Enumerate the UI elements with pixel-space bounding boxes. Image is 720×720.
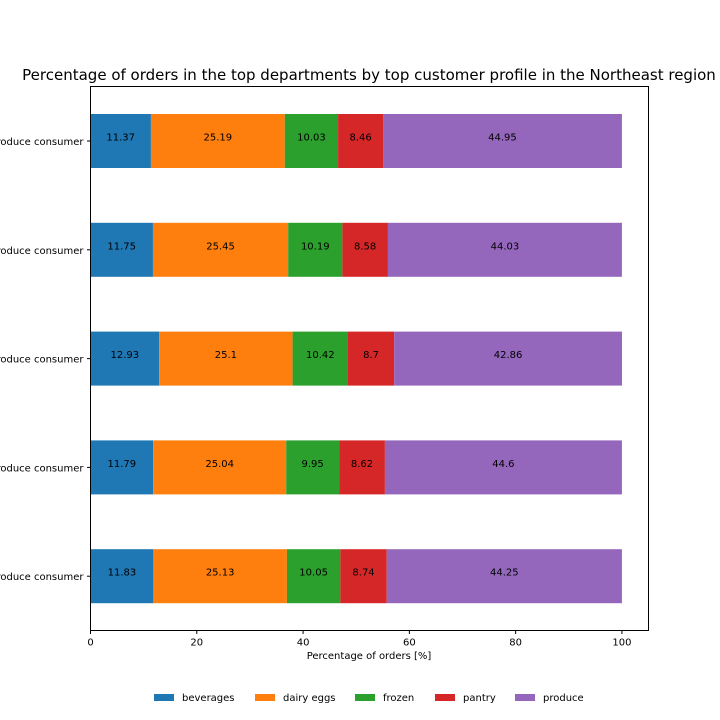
data-label-produce-4: 44.25 [490,568,519,579]
x-tick-label: 80 [509,638,522,649]
bar-segment-frozen-4 [286,549,341,604]
x-tick-label: 60 [403,638,416,649]
legend-swatch-produce [515,694,535,701]
y-axis: produce consumer produce consumer produce … [0,137,91,583]
bar-segment-dairy-eggs-4 [153,549,287,604]
y-tick-label: produce consumer [0,572,84,583]
legend: beverages dairy eggs frozen pantry produce [154,693,584,704]
data-label-beverages-2: 12.93 [111,350,140,361]
legend-label-beverages: beverages [182,693,235,704]
data-label-beverages-1: 11.75 [107,241,136,252]
bar-segment-produce-3 [384,440,622,495]
bar-segment-beverages-3 [90,440,154,495]
bar-segment-frozen-1 [288,222,343,277]
legend-label-dairy-eggs: dairy eggs [283,693,336,704]
bar-segment-beverages-2 [90,331,160,386]
y-tick-label: produce consumer [0,137,84,148]
y-tick-label: produce consumer [0,246,84,257]
bar-segment-produce-2 [394,331,622,386]
data-label-beverages-0: 11.37 [106,133,135,144]
x-tick-label: 0 [87,638,93,649]
bar-segment-pantry-3 [339,440,385,495]
data-label-frozen-2: 10.42 [306,350,335,361]
data-label-produce-0: 44.95 [488,133,517,144]
data-label-produce-2: 42.86 [494,350,523,361]
bar-segment-beverages-4 [90,549,154,604]
bar-segment-frozen-0 [284,114,339,168]
bar-segment-produce-0 [383,114,622,168]
legend-label-pantry: pantry [463,693,496,704]
bar-segment-pantry-0 [338,114,384,168]
bar-segment-produce-1 [387,222,622,277]
y-tick-label: produce consumer [0,355,84,366]
data-label-beverages-4: 11.83 [108,568,137,579]
bar-segment-pantry-4 [340,549,387,604]
bar-segment-produce-4 [386,549,622,604]
chart-title: Percentage of orders in the top departme… [22,66,716,84]
data-label-produce-3: 44.6 [492,459,514,470]
bar-segment-dairy-eggs-3 [153,440,287,495]
data-label-pantry-4: 8.74 [352,568,374,579]
bar-segment-dairy-eggs-0 [150,114,285,168]
data-label-dairy-eggs-0: 25.19 [204,133,233,144]
legend-label-frozen: frozen [383,693,414,704]
x-axis: 0 20 40 60 80 100 [87,630,631,649]
x-tick-label: 100 [612,638,631,649]
data-label-pantry-1: 8.58 [354,241,376,252]
legend-label-produce: produce [543,693,584,704]
bar-segment-beverages-1 [90,222,153,277]
data-label-pantry-3: 8.62 [351,459,373,470]
data-label-pantry-2: 8.7 [363,350,379,361]
data-label-dairy-eggs-1: 25.45 [206,241,235,252]
bar-segment-dairy-eggs-2 [159,331,293,386]
data-label-dairy-eggs-3: 25.04 [205,459,234,470]
x-tick-label: 20 [190,638,203,649]
data-label-frozen-1: 10.19 [301,241,330,252]
segment-labels-group: 11.37 25.19 10.03 8.46 44.95 11.75 25.45 10.19 8… [106,133,522,579]
bars-group [90,114,622,604]
data-label-pantry-0: 8.46 [349,133,371,144]
legend-swatch-pantry [435,694,455,701]
data-label-produce-1: 44.03 [491,241,520,252]
legend-swatch-frozen [355,694,375,701]
data-label-frozen-4: 10.05 [299,568,328,579]
data-label-frozen-3: 9.95 [302,459,324,470]
data-label-beverages-3: 11.79 [108,459,137,470]
legend-swatch-beverages [154,694,174,701]
y-tick-label: produce consumer [0,463,84,474]
data-label-frozen-0: 10.03 [297,133,326,144]
bar-segment-pantry-2 [347,331,395,386]
data-label-dairy-eggs-4: 25.13 [206,568,235,579]
bar-segment-frozen-3 [286,440,340,495]
bar-segment-dairy-eggs-1 [152,222,289,277]
data-label-dairy-eggs-2: 25.1 [215,350,237,361]
x-tick-label: 40 [297,638,310,649]
bar-segment-frozen-2 [292,331,348,386]
legend-swatch-dairy-eggs [255,694,275,701]
x-axis-label: Percentage of orders [%] [307,651,432,662]
bar-segment-beverages-0 [90,114,151,168]
bar-segment-pantry-1 [342,222,388,277]
